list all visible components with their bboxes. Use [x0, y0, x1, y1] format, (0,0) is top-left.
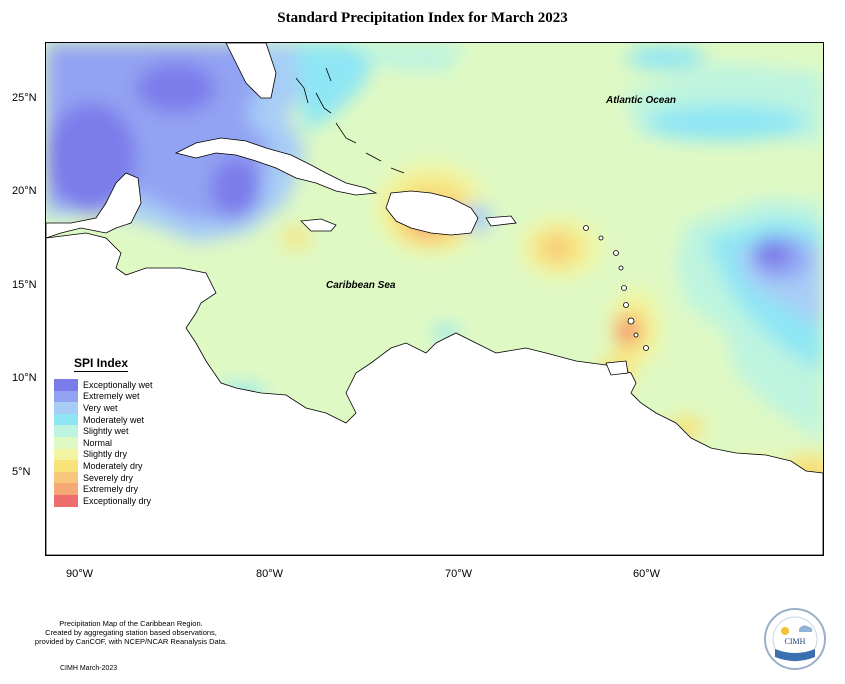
bahamas-islands: [295, 67, 405, 174]
legend-item: Exceptionally dry: [54, 494, 164, 507]
legend-item: Moderately wet: [54, 413, 164, 426]
lat-label-20n: 20°N: [12, 185, 37, 197]
cloud-icon: [799, 625, 813, 632]
legend-swatch: [54, 402, 78, 414]
caribbean-sea-label: Caribbean Sea: [326, 280, 396, 291]
lon-label-90w: 90°W: [66, 568, 94, 580]
sun-icon: [781, 627, 789, 635]
legend-label: Slightly dry: [83, 449, 128, 460]
footer-line-1: Precipitation Map of the Caribbean Regio…: [59, 619, 203, 628]
legend-swatch: [54, 379, 78, 391]
legend-swatch: [54, 425, 78, 437]
legend-label: Extremely dry: [83, 484, 139, 495]
legend-item: Slightly wet: [54, 425, 164, 437]
legend-item: Severely dry: [54, 471, 164, 484]
legend-swatch: [54, 436, 78, 449]
legend-item: Slightly dry: [54, 448, 164, 461]
legend-rows: Exceptionally wet Extremely wet Very wet Mo…: [54, 379, 164, 507]
map-footer: Precipitation Map of the Caribbean Regio…: [0, 619, 262, 646]
legend-item: Very wet: [54, 402, 164, 414]
lat-label-5n: 5°N: [12, 466, 31, 478]
legend-label: Very wet: [83, 402, 118, 413]
spi-legend: SPI Index Exceptionally wet Extremely wet…: [54, 354, 164, 507]
lat-label-15n: 15°N: [12, 279, 37, 291]
legend-label: Extremely wet: [83, 391, 140, 402]
water-icon: [775, 649, 815, 661]
lat-label-25n: 25°N: [12, 92, 37, 104]
legend-swatch: [54, 460, 78, 472]
legend-label: Severely dry: [83, 472, 134, 483]
legend-swatch: [54, 494, 78, 507]
legend-item: Exceptionally wet: [54, 379, 164, 391]
lesser-antilles: [583, 225, 649, 351]
legend-label: Slightly wet: [83, 426, 129, 437]
legend-label: Exceptionally wet: [83, 379, 153, 390]
lon-label-70w: 70°W: [445, 568, 473, 580]
legend-label: Moderately dry: [83, 460, 143, 471]
footer-line-3: provided by CariCOF, with NCEP/NCAR Rean…: [34, 637, 228, 646]
legend-swatch: [54, 471, 78, 484]
footer-date: CIMH March-2023: [60, 665, 118, 672]
map-title: Standard Precipitation Index for March 2…: [277, 10, 568, 26]
legend-swatch: [54, 390, 78, 403]
spi-map[interactable]: Atlantic Ocean Caribbean Sea: [45, 42, 824, 556]
cimh-logo-graphic: CIMH: [764, 608, 826, 670]
spi-map-canvas: [46, 43, 823, 555]
legend-item: Moderately dry: [54, 460, 164, 472]
legend-swatch: [54, 413, 78, 426]
lon-label-80w: 80°W: [256, 568, 284, 580]
land-masses: [46, 43, 823, 555]
logo-text: CIMH: [785, 637, 806, 646]
legend-item: Extremely dry: [54, 483, 164, 495]
cimh-logo: CIMH: [763, 607, 827, 671]
legend-item: Extremely wet: [54, 390, 164, 403]
atlantic-ocean-label: Atlantic Ocean: [606, 95, 677, 106]
legend-swatch: [54, 448, 78, 461]
lon-label-60w: 60°W: [633, 568, 661, 580]
legend-label: Normal: [83, 437, 113, 448]
legend-title: SPI Index: [74, 356, 129, 372]
legend-label: Moderately wet: [83, 414, 145, 425]
legend-item: Normal: [54, 436, 164, 449]
lat-label-10n: 10°N: [12, 372, 37, 384]
footer-line-2: Created by aggregating station based obs…: [45, 628, 217, 637]
legend-swatch: [54, 483, 78, 495]
legend-label: Exceptionally dry: [83, 495, 152, 506]
